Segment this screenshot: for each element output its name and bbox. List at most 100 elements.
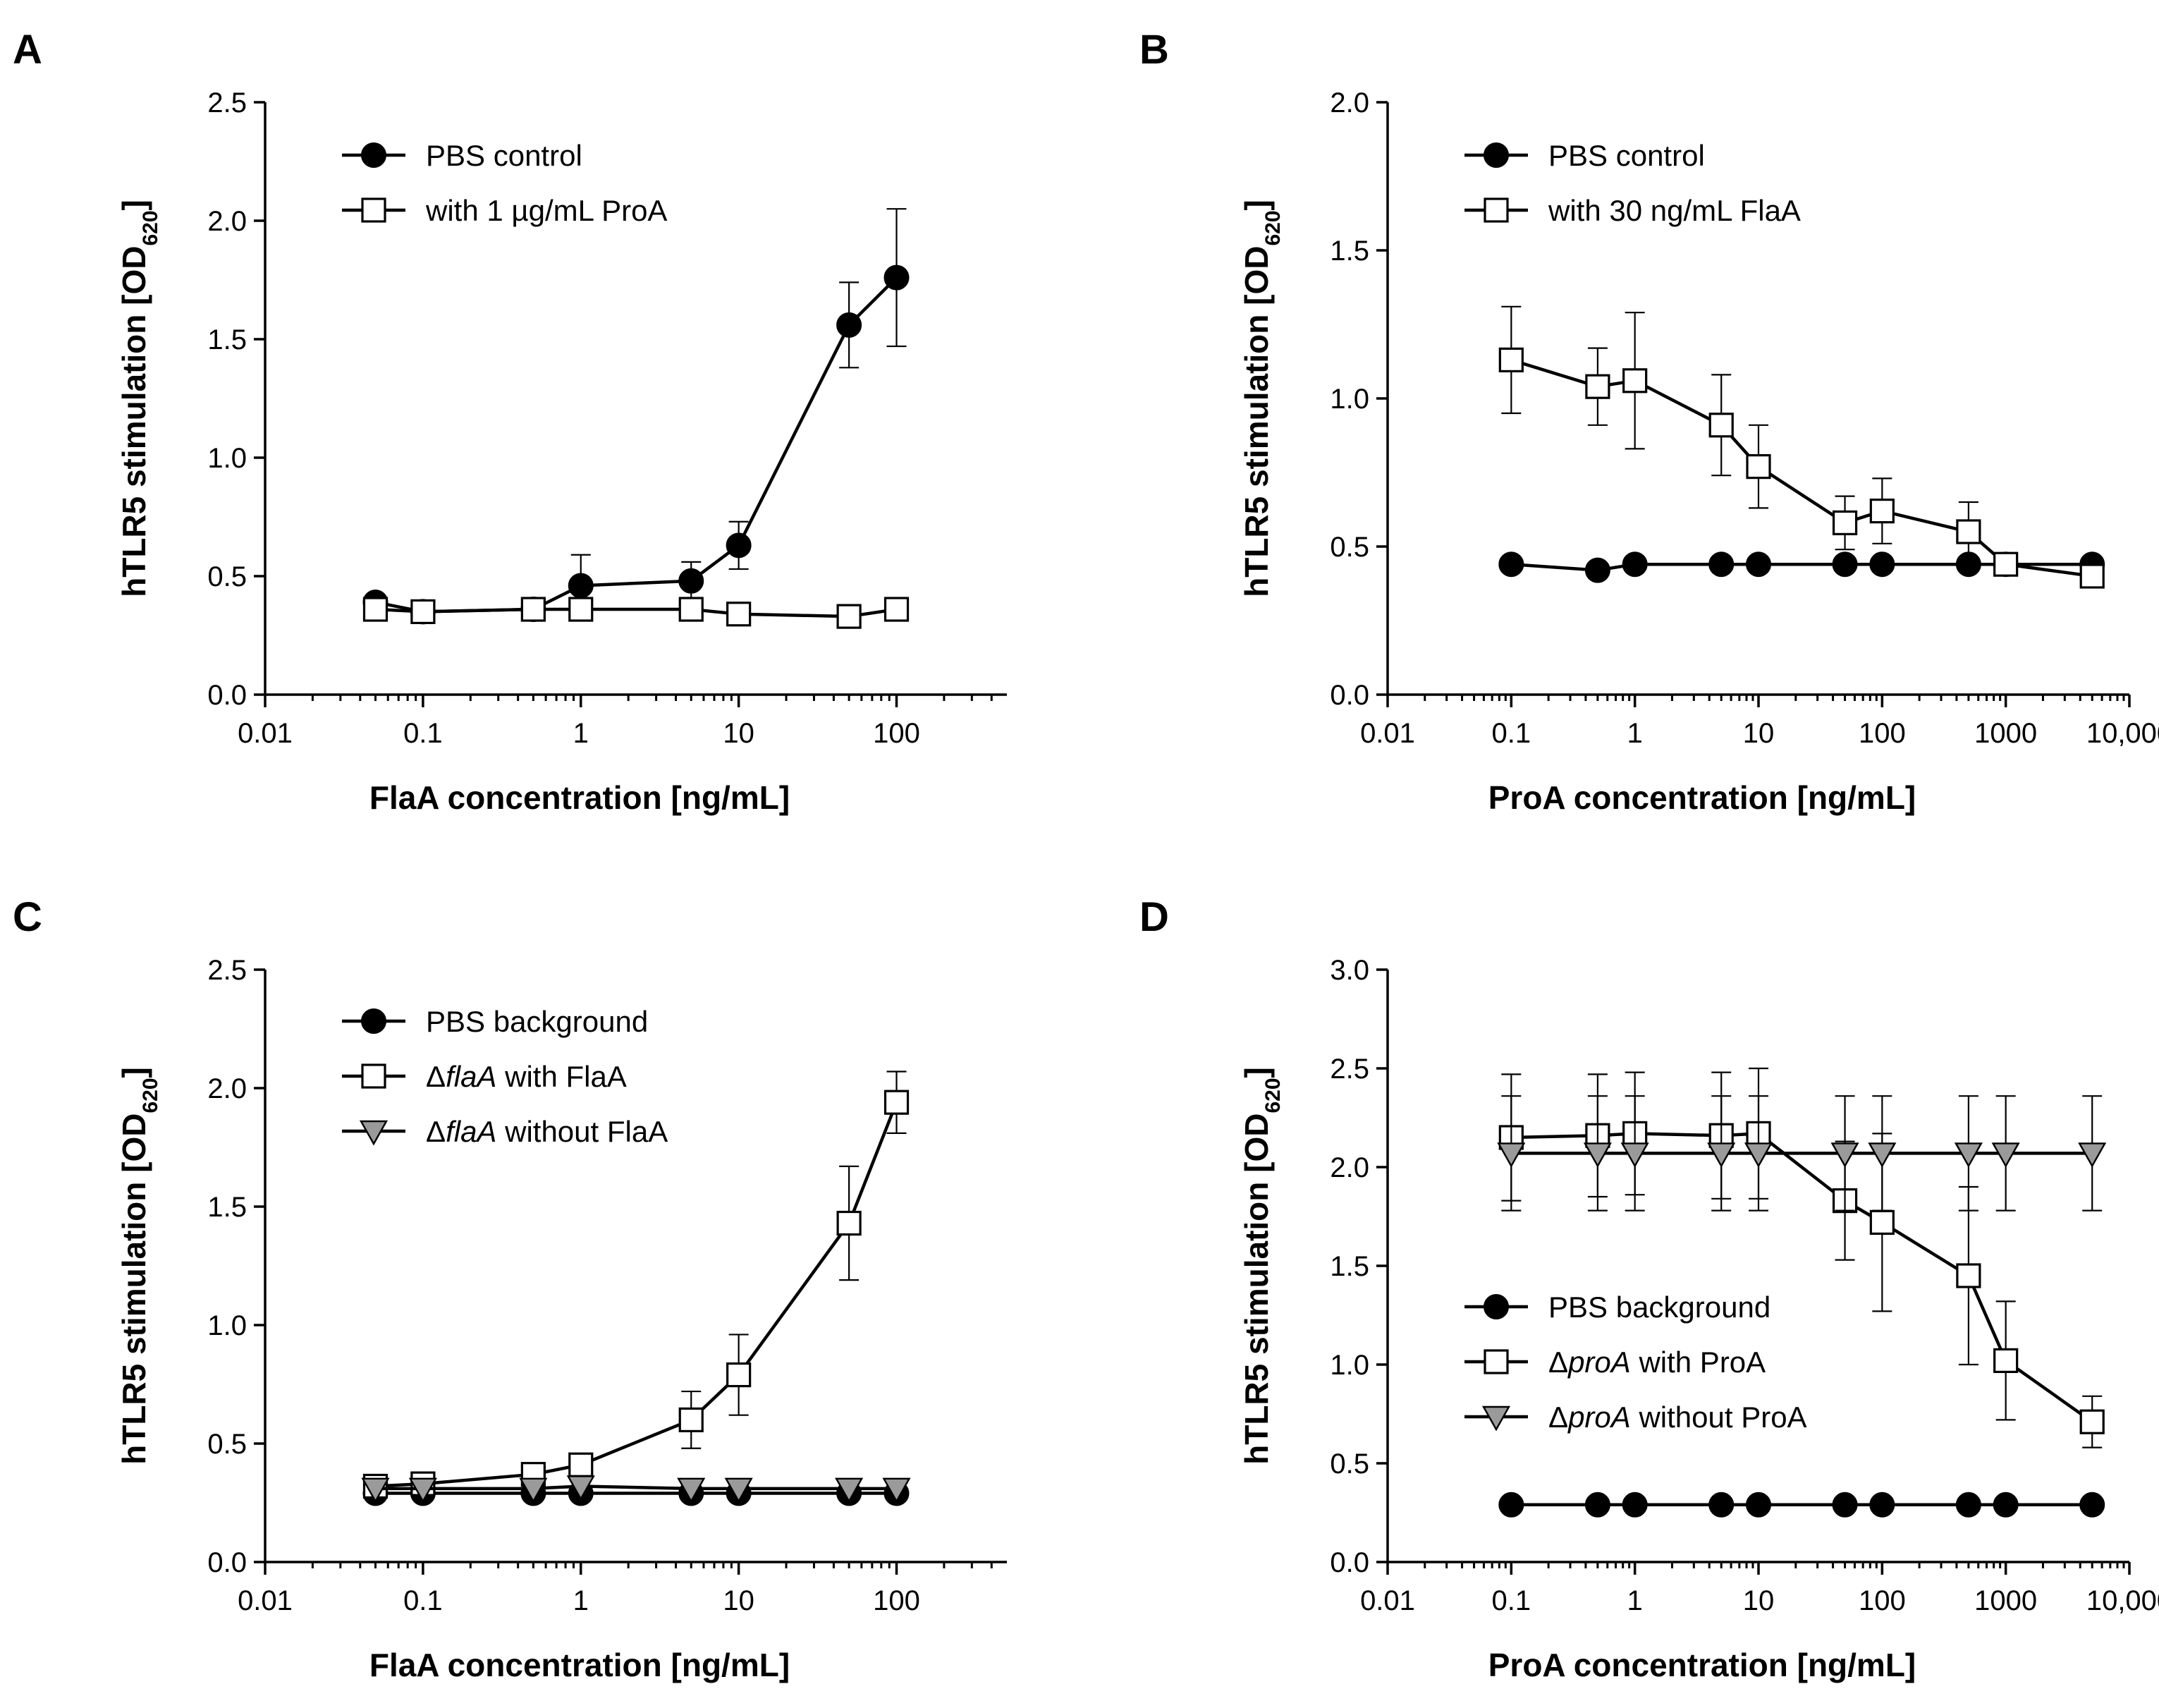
legend-label-part: Δ	[1548, 1346, 1568, 1379]
data-point	[1498, 1492, 1524, 1518]
x-tick-label: 1	[573, 1585, 589, 1616]
data-point	[1956, 519, 1981, 544]
panel-letter-d: D	[1139, 894, 1169, 940]
y-tick-label: 2.0	[1330, 87, 1369, 118]
data-point	[362, 597, 389, 622]
y-axis-title-main: hTLR5 stimulation [OD	[1238, 1114, 1275, 1465]
data-point	[836, 1210, 862, 1236]
data-point	[2079, 1409, 2105, 1434]
panel-letter-a: A	[13, 27, 42, 73]
legend-label-part: Δ	[426, 1115, 446, 1148]
series-line	[375, 1484, 897, 1491]
panel-c: C 0.0 0.5 1.0 1.5 2.0 2.5 0.01 0.1 1 10 100 FlaA co…	[13, 894, 1007, 1683]
legend-label-part: flaA	[446, 1060, 496, 1093]
y-tick-label: 3.0	[1330, 955, 1369, 986]
y-tick-label: 2.0	[1330, 1152, 1369, 1183]
y-axis-title: hTLR5 stimulation [OD620]	[1238, 200, 1285, 597]
legend-label: with 30 ng/mL FlaA	[1548, 194, 1801, 227]
chart-d: 0.0 0.5 1.0 1.5 2.0 2.5 3.0 0.01 0.1 1 10 100 1000 10…	[1238, 955, 2159, 1683]
legend-label: PBS control	[1548, 139, 1705, 172]
data-point	[726, 532, 752, 559]
y-tick-label: 1.5	[1330, 236, 1369, 267]
x-axis-title: FlaA concentration [ng/mL]	[369, 779, 790, 816]
y-tick-label: 0.5	[207, 561, 247, 592]
x-axis-title: FlaA concentration [ng/mL]	[369, 1647, 790, 1683]
legend-label-part: with ProA	[1631, 1346, 1766, 1379]
x-tick-label: 1	[573, 718, 589, 749]
data-point	[1869, 1492, 1895, 1518]
panel-letter-b: B	[1139, 27, 1169, 73]
data-point	[1869, 498, 1895, 524]
data-point	[1498, 347, 1524, 372]
series-square	[1498, 305, 2105, 589]
legend-marker	[1484, 197, 1509, 223]
data-point	[1955, 1492, 1981, 1518]
data-point	[1620, 1142, 1649, 1168]
y-tick-label: 2.0	[207, 1073, 247, 1104]
series-line	[1510, 358, 2093, 578]
data-point	[1993, 1348, 2019, 1374]
data-point	[883, 1090, 910, 1115]
data-point	[1832, 510, 1858, 536]
legend-marker	[1484, 1349, 1509, 1374]
x-tick-label: 0.01	[238, 718, 293, 749]
data-point	[1708, 551, 1735, 578]
data-point	[1498, 551, 1524, 578]
y-tick-label: 0.5	[207, 1429, 247, 1460]
data-point	[1869, 1209, 1895, 1236]
y-axis-title-subscript: 620	[139, 1078, 162, 1113]
x-tick-label: 0.1	[403, 718, 443, 749]
legend-label: ΔproA without ProA	[1548, 1401, 1807, 1434]
data-point	[1585, 374, 1610, 399]
data-point	[1746, 551, 1771, 578]
series-square	[362, 597, 910, 629]
data-point	[678, 597, 704, 622]
x-tick-label: 10,000	[2086, 1585, 2159, 1616]
y-tick-label: 2.0	[207, 206, 247, 237]
series-line	[375, 607, 897, 618]
x-tick-label: 10	[1743, 718, 1775, 749]
data-point	[2078, 1142, 2107, 1168]
legend-label-part: proA	[1567, 1346, 1631, 1379]
legend-label: with 1 µg/mL ProA	[425, 194, 667, 227]
x-tick-label: 0.01	[1360, 718, 1415, 749]
x-tick-label: 10	[723, 718, 754, 749]
x-tick-label: 0.01	[1360, 1585, 1415, 1616]
legend-label: PBS background	[1548, 1291, 1770, 1324]
data-point	[2079, 1492, 2105, 1518]
legend-label-part: with FlaA	[496, 1060, 626, 1093]
panel-a: A 0.0 0.5 1.0 1.5 2.0 2.5 0.01 0.1 1 10 100 FlaA co…	[13, 27, 1007, 816]
legend-label-part: with 1 µg/mL ProA	[425, 194, 667, 227]
data-point	[883, 597, 910, 622]
legend-label-part: PBS control	[426, 139, 582, 172]
series-line	[1511, 562, 2093, 572]
x-tick-label: 10,000	[2086, 718, 2159, 749]
data-point	[1832, 1492, 1858, 1518]
data-point	[410, 599, 436, 625]
legend-label-part: Δ	[426, 1060, 446, 1093]
series-circle	[362, 1480, 910, 1506]
series-line	[375, 276, 898, 614]
data-point	[1956, 1263, 1981, 1288]
legend-label-part: without FlaA	[496, 1115, 668, 1148]
panel-b: B 0.0 0.5 1.0 1.5 2.0 0.01 0.1 1 10 100 1000 10,000…	[1139, 27, 2159, 816]
data-point	[568, 573, 594, 599]
data-point	[1584, 557, 1610, 583]
y-tick-label: 0.0	[1330, 680, 1369, 711]
data-point	[883, 264, 910, 291]
data-point	[724, 1477, 753, 1503]
legend-label: ΔflaA without FlaA	[426, 1115, 668, 1148]
legend-label-part: proA	[1567, 1401, 1631, 1434]
legend-marker	[361, 142, 386, 168]
data-point	[1707, 1142, 1736, 1168]
x-tick-label: 0.1	[1492, 718, 1531, 749]
data-point	[2079, 563, 2105, 589]
x-tick-label: 0.1	[403, 1585, 443, 1616]
data-point	[1708, 413, 1734, 438]
y-tick-label: 1.5	[1330, 1251, 1369, 1282]
y-tick-label: 0.0	[207, 1547, 247, 1578]
data-point	[1868, 1142, 1897, 1168]
data-point	[836, 312, 862, 338]
x-tick-label: 0.01	[238, 1585, 293, 1616]
